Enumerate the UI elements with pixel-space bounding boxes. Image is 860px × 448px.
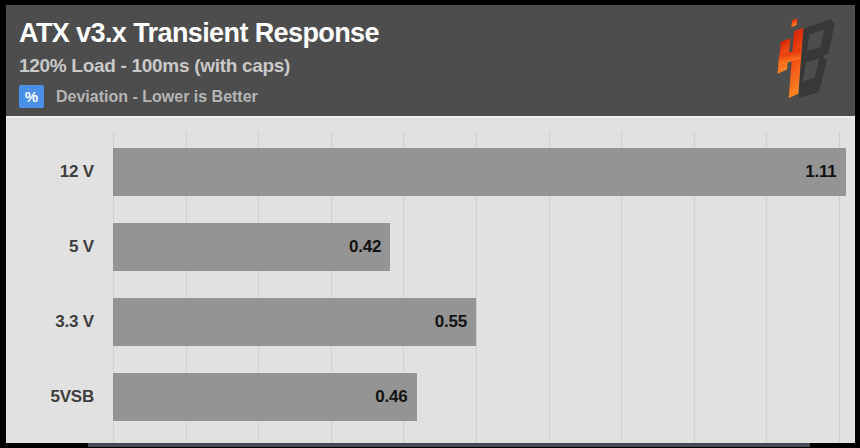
category-label: 3.3 V bbox=[6, 312, 113, 332]
bar-12v: 1.11 bbox=[113, 148, 846, 196]
category-label: 12 V bbox=[6, 162, 113, 182]
plot-area: 12 V 1.11 5 V 0.42 3.3 V 0.55 5VSB 0.46 bbox=[6, 116, 855, 448]
bar-5vsb: 0.46 bbox=[113, 373, 417, 421]
chart-rows: 12 V 1.11 5 V 0.42 3.3 V 0.55 5VSB 0.46 bbox=[6, 134, 855, 434]
category-label: 5VSB bbox=[6, 387, 113, 407]
chart-subtitle: 120% Load - 100ms (with caps) bbox=[19, 55, 855, 77]
hardware-busters-logo-icon bbox=[761, 11, 839, 107]
chart-title: ATX v3.x Transient Response bbox=[19, 18, 855, 49]
chart-row: 5 V 0.42 bbox=[6, 209, 855, 284]
bottom-border bbox=[0, 443, 860, 448]
legend-label: Deviation - Lower is Better bbox=[56, 88, 258, 106]
bar-value-label: 0.55 bbox=[435, 312, 476, 332]
chart-legend: % Deviation - Lower is Better bbox=[19, 85, 855, 108]
partial-next-element-strip bbox=[88, 443, 810, 447]
bar-5v: 0.42 bbox=[113, 223, 390, 271]
bar-3.3v: 0.55 bbox=[113, 298, 476, 346]
chart-row: 3.3 V 0.55 bbox=[6, 284, 855, 359]
chart-card: ATX v3.x Transient Response 120% Load - … bbox=[6, 5, 855, 448]
bar-value-label: 0.46 bbox=[375, 387, 416, 407]
bar-value-label: 1.11 bbox=[805, 162, 845, 182]
chart-image-frame: ATX v3.x Transient Response 120% Load - … bbox=[0, 0, 860, 448]
chart-header: ATX v3.x Transient Response 120% Load - … bbox=[6, 5, 855, 116]
percent-badge-icon: % bbox=[19, 85, 44, 108]
bar-value-label: 0.42 bbox=[349, 237, 390, 257]
category-label: 5 V bbox=[6, 237, 113, 257]
chart-row: 5VSB 0.46 bbox=[6, 359, 855, 434]
chart-row: 12 V 1.11 bbox=[6, 134, 855, 209]
